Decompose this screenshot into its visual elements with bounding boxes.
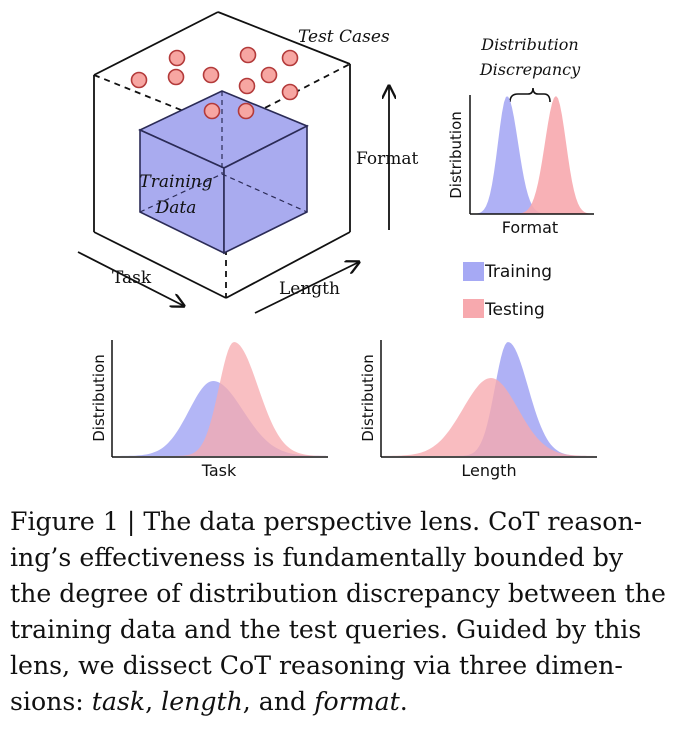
test-case-point: [281, 49, 299, 67]
format-axis-label: Format: [356, 149, 418, 169]
caption-line: ing’s effectiveness is fundamentally bou…: [10, 543, 624, 572]
y-axis-label: Distribution: [447, 111, 465, 199]
task-axis-arrow: [77, 251, 184, 306]
caption-text: .: [399, 687, 408, 716]
test-case-point: [130, 71, 148, 89]
test-case-point: [202, 66, 220, 84]
task-distribution-plot: Distribution Task: [90, 340, 328, 480]
testing-distribution-curve: [114, 342, 326, 456]
legend: Training Testing: [463, 262, 552, 320]
test-case-point: [238, 77, 256, 95]
legend-testing-label: Testing: [484, 300, 545, 320]
caption-line: the degree of distribution discrepancy b…: [10, 579, 666, 608]
caption-text: sions:: [10, 687, 92, 716]
caption-text: ,: [145, 687, 162, 716]
discrepancy-bracket: [509, 87, 551, 103]
testing-distribution-curve: [470, 96, 594, 214]
caption-line: sions: task, length, and format.: [10, 684, 682, 720]
test-case-point: [260, 66, 278, 84]
discrepancy-title: Distribution: [480, 35, 578, 54]
caption-text: , and: [242, 687, 315, 716]
test-case-points: [130, 46, 299, 120]
x-axis-label: Task: [201, 461, 237, 480]
y-axis-label: Distribution: [90, 354, 108, 442]
training-distribution-curve: [470, 96, 594, 214]
training-data-cube: [138, 90, 309, 255]
caption-format-term: format: [314, 687, 400, 716]
test-cases-label: Test Cases: [298, 27, 390, 47]
test-case-point: [168, 49, 186, 67]
test-case-point: [239, 46, 257, 64]
discrepancy-plot: Distribution Discrepancy Distribution Fo…: [447, 35, 594, 237]
caption-line: training data and the test queries. Guid…: [10, 615, 642, 644]
test-case-point: [167, 68, 185, 86]
length-axis-arrow: [254, 262, 359, 314]
caption-length-term: length: [161, 687, 243, 716]
length-distribution-plot: Distribution Length: [359, 340, 597, 480]
length-axis-label: Length: [279, 279, 340, 299]
training-data-label: Data: [155, 198, 197, 218]
legend-testing-swatch: [463, 299, 484, 318]
test-case-point: [203, 102, 221, 120]
legend-training-label: Training: [484, 262, 552, 282]
caption-task-term: task: [91, 687, 146, 716]
figure-caption: Figure 1 | The data perspective lens. Co…: [10, 504, 682, 720]
task-axis-label: Task: [112, 268, 152, 288]
data-perspective-figure: Test Cases Training Data Task Length For…: [77, 11, 597, 480]
legend-training-swatch: [463, 262, 484, 281]
test-case-point: [281, 83, 299, 101]
caption-line: Figure 1 | The data perspective lens. Co…: [10, 507, 643, 536]
test-case-point: [237, 102, 255, 120]
caption-line: lens, we dissect CoT reasoning via three…: [10, 651, 623, 680]
x-axis-label: Length: [461, 461, 516, 480]
x-axis-label: Format: [502, 218, 558, 237]
testing-distribution-curve: [383, 378, 595, 456]
y-axis-label: Distribution: [359, 354, 377, 442]
training-data-label: Training: [139, 172, 212, 192]
discrepancy-title: Discrepancy: [479, 60, 581, 79]
